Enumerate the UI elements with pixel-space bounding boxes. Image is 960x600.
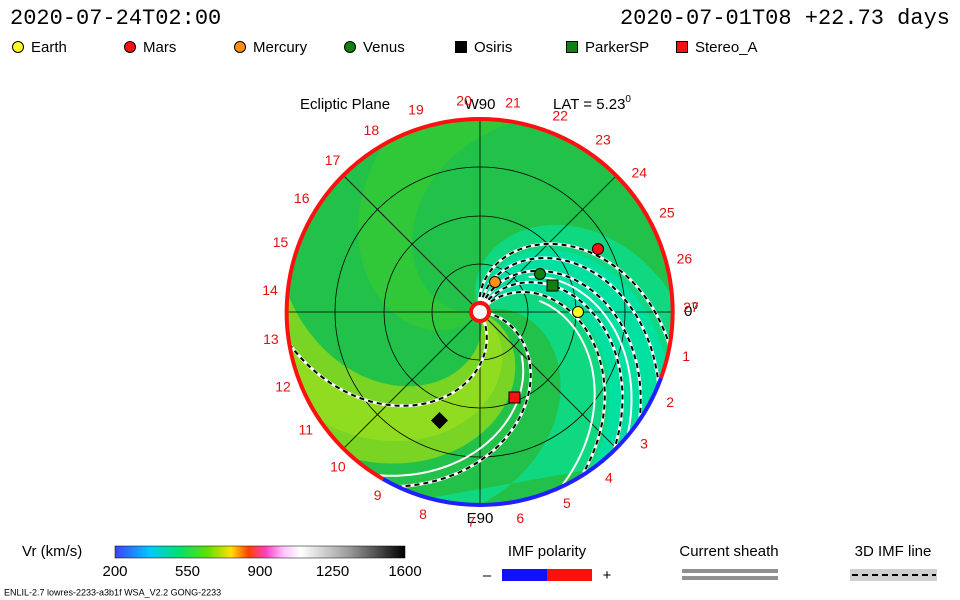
- w90: W90: [465, 96, 496, 113]
- imf-label: IMF polarity: [508, 543, 587, 560]
- legend-marker: [455, 41, 467, 53]
- imf-line: [480, 269, 642, 432]
- carrington-label: 6: [516, 510, 524, 526]
- legend-label: Osiris: [474, 39, 512, 56]
- carrington-label: 16: [294, 190, 310, 206]
- carrington-label: 5: [563, 495, 571, 511]
- footer: ENLIL-2.7 lowres-2233-a3b1f WSA_V2.2 GON…: [4, 587, 221, 597]
- imf-pos: [547, 569, 592, 581]
- sheath-label: Current sheath: [679, 543, 778, 560]
- legend-label: ParkerSP: [585, 39, 649, 56]
- carrington-label: 9: [374, 487, 382, 503]
- legend-marker: [234, 41, 246, 53]
- e90: E90: [467, 510, 494, 527]
- lat: LAT = 5.230: [553, 94, 631, 113]
- carrington-label: 3: [640, 435, 648, 451]
- colorbar-ticks: 200 550 900 1250 1600: [102, 563, 421, 580]
- carrington-label: 22: [552, 108, 568, 124]
- carrington-label: 2: [666, 394, 674, 410]
- current-sheath: [365, 355, 525, 477]
- colorbar: [114, 545, 406, 559]
- carrington-label: 12: [275, 378, 291, 394]
- carrington-label: 27: [683, 299, 699, 315]
- imf-line: [287, 317, 488, 407]
- run: 2020-07-01T08 +22.73 days: [620, 6, 950, 31]
- carrington-label: 1: [682, 348, 690, 364]
- carrington-label: 20: [456, 92, 472, 108]
- plane: Ecliptic Plane: [300, 96, 390, 113]
- legend-label: Mercury: [253, 39, 308, 56]
- legend-marker: [344, 41, 356, 53]
- imf-line-label: 3D IMF line: [855, 543, 932, 560]
- imf-neg: [502, 569, 547, 581]
- imf-line: [478, 242, 673, 358]
- colorbar-tick: 1600: [388, 563, 421, 580]
- carrington-label: 21: [505, 94, 521, 110]
- carrington-label: 26: [677, 250, 693, 266]
- legend-marker: [676, 41, 688, 53]
- imf-line: [483, 290, 606, 486]
- colorbar-label: Vr (km/s): [22, 543, 82, 560]
- disk: [284, 116, 675, 507]
- colorbar-tick: 200: [102, 563, 127, 580]
- legend-label: Stereo_A: [695, 39, 758, 56]
- colorbar-tick: 550: [175, 563, 200, 580]
- time: 2020-07-24T02:00: [10, 6, 221, 31]
- legend-marker: [12, 41, 24, 53]
- carrington-label: 17: [325, 152, 341, 168]
- carrington-label: 14: [262, 282, 278, 298]
- bodies: [431, 243, 604, 429]
- carrington-label: 15: [273, 234, 289, 250]
- carrington-label: 4: [605, 470, 613, 486]
- colorbar-tick: 1250: [316, 563, 349, 580]
- colorbar-tick: 900: [247, 563, 272, 580]
- carrington-label: 10: [330, 459, 346, 475]
- imf-line: [482, 281, 624, 463]
- plus: +: [603, 567, 612, 584]
- carrington-label: 13: [263, 331, 279, 347]
- minus: –: [483, 567, 492, 584]
- carrington-label: 19: [408, 102, 424, 118]
- legend-marker: [124, 41, 136, 53]
- carrington-label: 23: [595, 131, 611, 147]
- carrington-label: 11: [298, 422, 313, 438]
- carrington-label: 7: [468, 514, 476, 530]
- imf-line: [479, 256, 661, 397]
- carrington-label: 25: [659, 205, 675, 221]
- legend-label: Venus: [363, 39, 405, 56]
- carrington-label: 24: [631, 164, 647, 180]
- legend-label: Earth: [31, 39, 67, 56]
- legend: Earth Mars Mercury Venus Osiris ParkerSP Stere…: [12, 39, 758, 56]
- legend-marker: [566, 41, 578, 53]
- carrington-label: 8: [419, 506, 427, 522]
- zero: 00: [684, 301, 698, 320]
- imf-line: [386, 311, 532, 488]
- current-sheath: [538, 299, 596, 497]
- carrington-label: 18: [364, 122, 380, 138]
- legend-label: Mars: [143, 39, 176, 56]
